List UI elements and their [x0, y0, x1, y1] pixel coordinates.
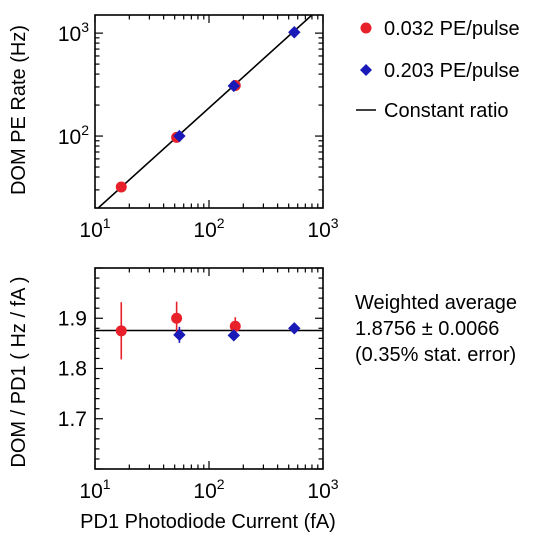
data-point-diamond — [173, 328, 186, 342]
bottom-panel: DOM / PD1 ( Hz / fA ) 101 102 103 1.7 1.8 1.9… — [8, 267, 339, 533]
y-tick-label: 103 — [58, 19, 89, 46]
plot-data — [96, 15, 314, 208]
data-point-circle — [115, 325, 127, 337]
x-tick-label: 101 — [79, 476, 110, 503]
data-point-diamond — [173, 129, 186, 143]
x-tick-label: 103 — [307, 215, 338, 242]
data-point-diamond — [288, 26, 301, 39]
annotation-title: Weighted average — [355, 292, 517, 314]
legend-label: 0.203 PE/pulse — [384, 60, 520, 82]
x-tick-label: 102 — [193, 476, 224, 503]
annotation-error: (0.35% stat. error) — [355, 344, 516, 366]
data-point-circle — [229, 320, 241, 332]
bottom-x-axis-title: PD1 Photodiode Current (fA) — [80, 511, 336, 533]
plot-frame — [94, 14, 324, 209]
legend: 0.032 PE/pulse 0.203 PE/pulse Constant r… — [356, 18, 520, 122]
data-point-circle — [115, 181, 127, 193]
legend-marker-diamond — [360, 64, 372, 76]
data-point-diamond — [227, 329, 240, 342]
data-point-diamond — [288, 322, 301, 335]
legend-marker-circle — [360, 22, 372, 34]
top-plot-area: 101 102 103 102 103 — [58, 14, 339, 242]
data-point-circle — [171, 312, 183, 324]
x-tick-label: 102 — [193, 215, 224, 242]
y-tick-label: 102 — [58, 122, 89, 149]
y-tick-label: 1.9 — [58, 307, 87, 330]
legend-label: Constant ratio — [384, 100, 509, 122]
top-panel: DOM PE Rate (Hz) 101 102 103 102 103 — [8, 14, 339, 242]
x-tick-label: 103 — [307, 476, 338, 503]
plot-frame — [94, 267, 324, 470]
plot-data — [95, 301, 323, 360]
data-point-diamond — [227, 79, 240, 93]
legend-label: 0.032 PE/pulse — [384, 18, 520, 40]
y-tick-label: 1.7 — [58, 408, 87, 431]
annotation-value: 1.8756 ± 0.0066 — [355, 318, 499, 340]
constant-ratio-line — [96, 15, 314, 208]
bottom-y-axis-title: DOM / PD1 ( Hz / fA ) — [8, 276, 30, 467]
y-tick-label: 1.8 — [58, 358, 87, 381]
top-y-axis-title: DOM PE Rate (Hz) — [8, 25, 30, 195]
x-tick-label: 101 — [79, 215, 110, 242]
bottom-plot-area: 101 102 103 1.7 1.8 1.9 — [58, 267, 339, 503]
weighted-average-annotation: Weighted average 1.8756 ± 0.0066 (0.35% … — [355, 292, 517, 366]
